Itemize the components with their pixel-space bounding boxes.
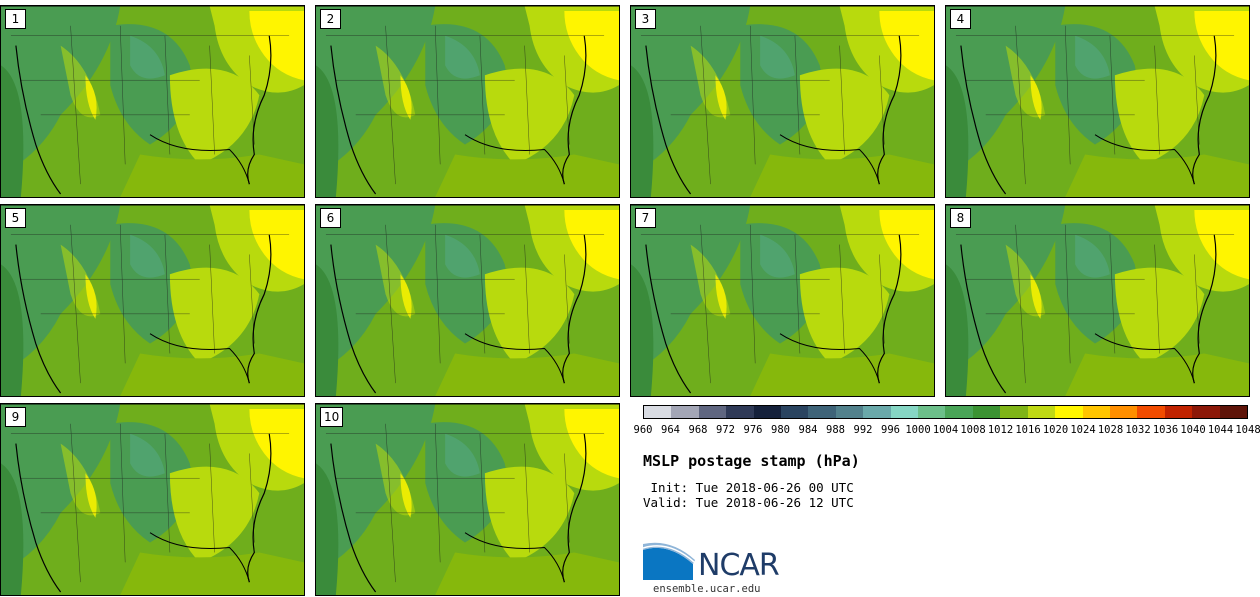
member-number: 5	[5, 208, 26, 228]
colorbar-tick: 964	[661, 424, 680, 436]
colorbar-swatch	[781, 406, 809, 418]
colorbar-swatch	[972, 406, 1001, 418]
colorbar-swatch	[945, 406, 973, 418]
member-number: 7	[635, 208, 656, 228]
member-panel-9: 9	[0, 403, 305, 596]
colorbar-swatch	[698, 406, 727, 418]
chart-title: MSLP postage stamp (hPa)	[643, 452, 860, 470]
ncar-logo-icon	[643, 542, 695, 580]
colorbar-tick: 1044	[1207, 424, 1234, 436]
colorbar-tick: 972	[716, 424, 735, 436]
colorbar-swatch	[1055, 406, 1083, 418]
colorbar-tick: 1036	[1152, 424, 1179, 436]
member-number: 1	[5, 9, 26, 29]
colorbar-tick: 1000	[905, 424, 931, 436]
colorbar-tick: 1032	[1125, 424, 1151, 436]
member-number: 2	[320, 9, 341, 29]
colorbar-swatch	[918, 406, 946, 418]
member-panel-3: 3	[630, 5, 935, 198]
colorbar-swatch	[1219, 406, 1247, 418]
member-number: 3	[635, 9, 656, 29]
colorbar-swatch	[671, 406, 699, 418]
colorbar-tick: 1040	[1180, 424, 1206, 436]
mslp-map	[316, 205, 619, 396]
colorbar-swatch	[890, 406, 919, 418]
ncar-logo-text: NCAR	[698, 548, 780, 583]
colorbar-tick: 992	[853, 424, 873, 436]
member-number: 4	[950, 9, 971, 29]
colorbar-swatch	[644, 406, 672, 418]
colorbar-tick: 996	[881, 424, 900, 436]
colorbar-swatch	[835, 406, 864, 418]
colorbar-tick: 1024	[1070, 424, 1096, 436]
colorbar-swatch	[1109, 406, 1138, 418]
colorbar-swatch	[863, 406, 891, 418]
colorbar-tick: 1012	[987, 424, 1014, 436]
mslp-map	[1, 6, 304, 197]
member-number: 6	[320, 208, 341, 228]
member-panel-7: 7	[630, 204, 935, 397]
mslp-map	[946, 6, 1249, 197]
colorbar-tick: 976	[743, 424, 763, 436]
colorbar-tick: 1028	[1097, 424, 1124, 436]
mslp-map	[1, 404, 304, 595]
member-panel-10: 10	[315, 403, 620, 596]
colorbar-swatch	[753, 406, 782, 418]
init-time: Init: Tue 2018-06-26 00 UTC	[643, 480, 854, 495]
member-number: 8	[950, 208, 971, 228]
colorbar-tick: 980	[771, 424, 790, 436]
colorbar-tick: 1008	[960, 424, 986, 436]
colorbar-tick: 960	[633, 424, 653, 436]
colorbar-swatch	[1164, 406, 1193, 418]
colorbar-swatch	[1192, 406, 1220, 418]
mslp-map	[946, 205, 1249, 396]
valid-time: Valid: Tue 2018-06-26 12 UTC	[643, 495, 854, 510]
pressure-colorbar	[643, 405, 1248, 419]
member-panel-2: 2	[315, 5, 620, 198]
colorbar-tick-labels: 960 964 968 972 976 980 984 988 992 996 1000 1004 10…	[633, 424, 1260, 438]
member-panel-6: 6	[315, 204, 620, 397]
colorbar-tick: 968	[688, 424, 708, 436]
colorbar-tick: 984	[798, 424, 818, 436]
mslp-map	[631, 205, 934, 396]
mslp-map	[316, 6, 619, 197]
colorbar-swatch	[1137, 406, 1165, 418]
colorbar-swatch	[1027, 406, 1056, 418]
colorbar-tick: 1016	[1015, 424, 1041, 436]
member-number: 9	[5, 407, 26, 427]
colorbar-swatch	[808, 406, 836, 418]
mslp-map	[631, 6, 934, 197]
member-panel-4: 4	[945, 5, 1250, 198]
colorbar-swatch	[1000, 406, 1028, 418]
mslp-map	[316, 404, 619, 595]
mslp-map	[1, 205, 304, 396]
colorbar-tick: 1048	[1235, 424, 1260, 436]
colorbar-swatch	[726, 406, 754, 418]
member-panel-5: 5	[0, 204, 305, 397]
colorbar-tick: 1004	[932, 424, 959, 436]
site-url: ensemble.ucar.edu	[653, 583, 761, 595]
member-number: 10	[320, 407, 344, 427]
colorbar-tick: 988	[826, 424, 845, 436]
colorbar-tick: 1020	[1042, 424, 1069, 436]
member-panel-8: 8	[945, 204, 1250, 397]
colorbar-swatch	[1082, 406, 1110, 418]
member-panel-1: 1	[0, 5, 305, 198]
